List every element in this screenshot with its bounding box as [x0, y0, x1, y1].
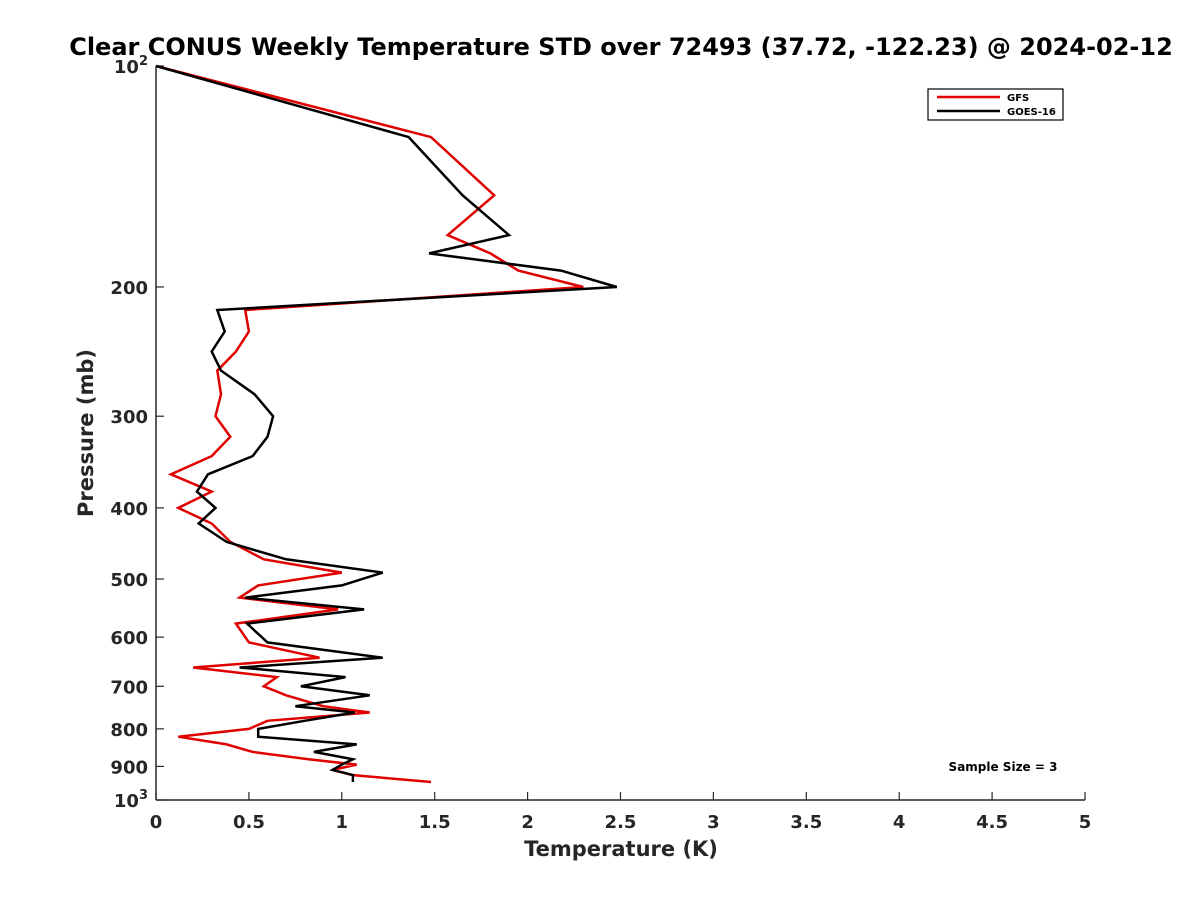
sample-size-annotation: Sample Size = 3 — [949, 760, 1058, 774]
y-tick-label: 800 — [110, 720, 148, 741]
series-line-goes16 — [155, 64, 618, 782]
x-axis-label: Temperature (K) — [524, 837, 718, 861]
y-tick-label: 900 — [110, 757, 148, 778]
x-tick-label: 2.5 — [605, 812, 637, 833]
x-tick-label: 3 — [707, 812, 720, 833]
y-axis-label: Pressure (mb) — [74, 349, 98, 517]
chart-title: Clear CONUS Weekly Temperature STD over … — [69, 33, 1173, 61]
legend-label-goes16: GOES-16 — [1007, 107, 1056, 118]
y-tick-label: 300 — [110, 407, 148, 428]
legend-box — [927, 88, 1064, 121]
x-tick-label: 0 — [150, 812, 163, 833]
x-tick-label: 4.5 — [976, 812, 1008, 833]
y-tick-label: 103 — [114, 788, 148, 812]
x-tick-label: 3.5 — [790, 812, 822, 833]
y-tick-label: 500 — [110, 570, 148, 591]
series-line-gfs — [155, 64, 584, 784]
x-tick-label: 0.5 — [233, 812, 265, 833]
legend-label-gfs: GFS — [1007, 93, 1029, 104]
x-tick-label: 5 — [1079, 812, 1092, 833]
series-layer — [155, 64, 618, 784]
legend: GFS GOES-16 — [927, 88, 1064, 121]
y-tick-label: 700 — [110, 677, 148, 698]
y-tick-label: 102 — [114, 54, 148, 78]
y-tick-label: 200 — [110, 278, 148, 299]
axis-lines — [155, 66, 1085, 801]
y-tick-label: 600 — [110, 628, 148, 649]
x-tick-label: 2 — [521, 812, 534, 833]
axes-layer: 0 0.5 1 1.5 2 2.5 3 3.5 4 4.5 5 102 200 300 400 500 600 7… — [110, 54, 1091, 833]
x-tick-label: 1 — [336, 812, 349, 833]
y-tick-label: 400 — [110, 499, 148, 520]
x-tick-label: 4 — [893, 812, 906, 833]
x-tick-label: 1.5 — [419, 812, 451, 833]
